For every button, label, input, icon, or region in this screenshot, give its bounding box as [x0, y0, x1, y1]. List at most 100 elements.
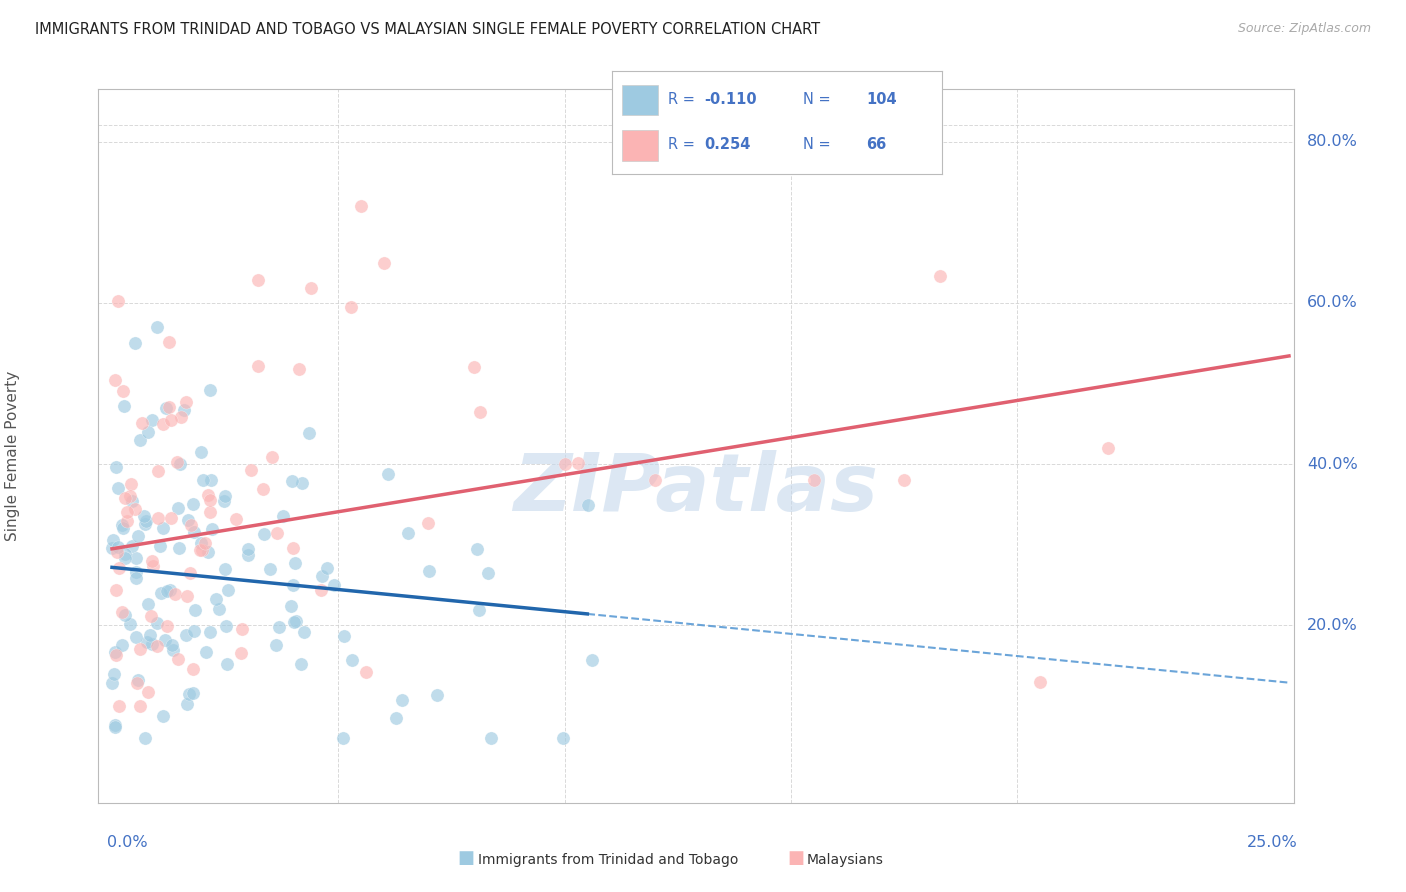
- Point: [136, 597, 159, 611]
- Text: 25.0%: 25.0%: [1247, 835, 1298, 850]
- Point: [477, 566, 499, 581]
- Text: Source: ZipAtlas.com: Source: ZipAtlas.com: [1237, 22, 1371, 36]
- Point: [112, 399, 135, 413]
- Point: [340, 301, 363, 315]
- Point: [121, 493, 143, 508]
- Point: [114, 607, 136, 622]
- Point: [332, 629, 354, 643]
- Point: [152, 709, 174, 723]
- Point: [142, 559, 165, 574]
- Point: [181, 686, 204, 700]
- Point: [183, 624, 205, 639]
- Point: [373, 255, 395, 269]
- Point: [115, 505, 138, 519]
- Point: [239, 463, 262, 477]
- Point: [281, 578, 304, 592]
- Point: [284, 614, 307, 628]
- Point: [553, 731, 575, 745]
- Point: [125, 571, 148, 585]
- Point: [195, 645, 218, 659]
- Point: [160, 511, 183, 525]
- Point: [396, 525, 419, 540]
- Point: [267, 620, 290, 634]
- Point: [225, 512, 247, 526]
- Point: [160, 413, 183, 427]
- Point: [191, 543, 214, 558]
- Point: [284, 556, 307, 570]
- Point: [124, 502, 146, 516]
- Point: [169, 457, 191, 471]
- Point: [468, 405, 491, 419]
- Point: [236, 541, 259, 556]
- Text: Immigrants from Trinidad and Tobago: Immigrants from Trinidad and Tobago: [478, 853, 738, 867]
- Point: [198, 493, 221, 508]
- Point: [418, 516, 440, 530]
- Point: [468, 603, 491, 617]
- Point: [214, 562, 236, 576]
- Point: [190, 445, 212, 459]
- Point: [191, 473, 214, 487]
- Point: [183, 498, 205, 512]
- Point: [231, 646, 253, 660]
- Point: [315, 560, 337, 574]
- Point: [231, 622, 253, 636]
- Text: 66: 66: [866, 136, 886, 152]
- Point: [177, 513, 200, 527]
- Point: [204, 591, 226, 606]
- Point: [567, 456, 589, 470]
- Point: [107, 293, 129, 308]
- Point: [107, 481, 129, 495]
- Point: [214, 489, 236, 503]
- Text: 60.0%: 60.0%: [1308, 295, 1358, 310]
- Point: [215, 619, 238, 633]
- Point: [309, 582, 332, 597]
- Point: [152, 417, 174, 432]
- Text: Malaysians: Malaysians: [807, 853, 884, 867]
- Point: [124, 566, 146, 580]
- Point: [163, 587, 186, 601]
- Point: [311, 569, 333, 583]
- Point: [197, 488, 219, 502]
- Point: [101, 541, 124, 555]
- Text: 0.0%: 0.0%: [107, 835, 148, 850]
- Point: [104, 720, 127, 734]
- Point: [176, 395, 198, 409]
- Point: [146, 639, 169, 653]
- Text: 0.254: 0.254: [704, 136, 751, 152]
- Point: [644, 473, 666, 487]
- Point: [101, 676, 124, 690]
- Point: [159, 583, 181, 598]
- Point: [266, 526, 288, 541]
- Point: [146, 320, 169, 334]
- Point: [176, 697, 198, 711]
- Point: [138, 685, 160, 699]
- Text: 20.0%: 20.0%: [1308, 618, 1358, 633]
- Point: [125, 676, 148, 690]
- Point: [134, 731, 156, 746]
- Point: [288, 362, 311, 376]
- Point: [173, 403, 195, 417]
- Point: [156, 619, 179, 633]
- Text: 104: 104: [866, 92, 897, 106]
- Point: [299, 280, 322, 294]
- Point: [893, 473, 915, 487]
- Point: [114, 491, 136, 506]
- Point: [350, 199, 373, 213]
- Point: [181, 661, 204, 675]
- Point: [291, 475, 314, 490]
- Point: [115, 514, 138, 528]
- Point: [153, 633, 176, 648]
- Point: [105, 460, 128, 475]
- Point: [150, 585, 173, 599]
- Point: [377, 467, 399, 482]
- Point: [167, 652, 190, 666]
- Point: [179, 566, 201, 580]
- Point: [576, 498, 599, 512]
- Point: [340, 653, 363, 667]
- Point: [200, 522, 222, 536]
- Text: N =: N =: [803, 92, 835, 106]
- Point: [162, 643, 184, 657]
- Point: [928, 268, 950, 283]
- Point: [238, 548, 260, 562]
- Point: [131, 417, 153, 431]
